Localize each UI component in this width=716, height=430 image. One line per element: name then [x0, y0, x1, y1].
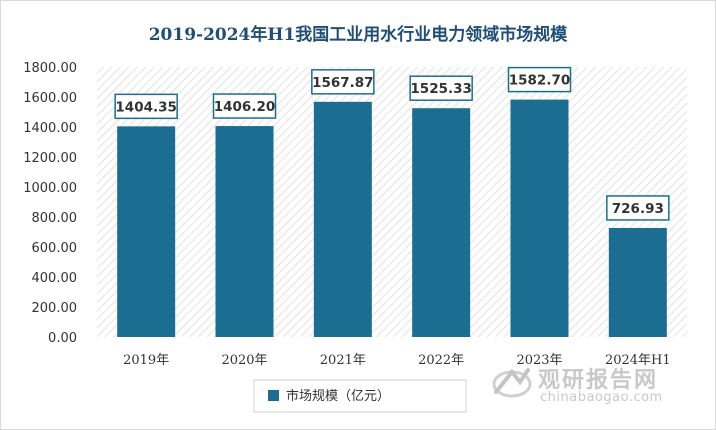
watermark-logo-icon — [492, 368, 532, 398]
x-tick-label: 2022年 — [418, 353, 464, 368]
data-label-box — [606, 195, 670, 221]
data-label: 1404.35 — [115, 99, 177, 115]
bar — [412, 108, 471, 337]
y-tick-label: 0.00 — [48, 331, 77, 346]
y-tick-label: 1800.00 — [23, 61, 77, 76]
legend: 市场规模（亿元） — [253, 379, 467, 413]
y-tick-label: 400.00 — [32, 271, 78, 286]
chart-title: 2019-2024年H1我国工业用水行业电力领域市场规模 — [149, 24, 569, 45]
y-tick-label: 600.00 — [32, 241, 78, 256]
bar — [117, 126, 176, 337]
bar — [608, 227, 667, 337]
y-tick-label: 1200.00 — [23, 151, 77, 166]
data-label-box — [409, 75, 473, 101]
y-tick-label: 1600.00 — [23, 91, 77, 106]
data-label: 1567.87 — [312, 75, 374, 91]
x-tick-label: 2020年 — [221, 353, 267, 368]
watermark-url: chinabaogao.com — [540, 390, 663, 405]
bar — [215, 126, 274, 337]
y-tick-label: 1400.00 — [23, 121, 77, 136]
data-label-box — [114, 93, 178, 120]
x-tick-label: 2023年 — [516, 353, 562, 368]
data-label-box — [212, 93, 277, 119]
legend-box — [253, 379, 467, 413]
x-tick-label: 2019年 — [123, 353, 169, 368]
data-label: 1582.70 — [509, 73, 571, 89]
legend-label: 市场规模（亿元） — [286, 388, 390, 404]
watermark-name: 观研报告网 — [538, 368, 659, 393]
watermark: 观研报告网 chinabaogao.com — [490, 360, 700, 410]
legend-swatch — [268, 390, 279, 401]
x-tick-label: 2024年H1 — [605, 353, 671, 368]
x-tick-label: 2021年 — [320, 353, 366, 368]
data-label: 1406.20 — [214, 99, 276, 115]
plot-area — [97, 67, 687, 337]
x-axis: 2019年 2020年 2021年 2022年 2023年 2024年H1 — [123, 353, 671, 368]
bar — [313, 101, 372, 337]
data-label-box — [507, 66, 572, 93]
y-tick-label: 1000.00 — [23, 181, 77, 196]
data-label: 726.93 — [612, 201, 664, 217]
bar — [510, 99, 569, 337]
y-tick-label: 800.00 — [32, 211, 78, 226]
bar-series: 1404.35 1406.20 1567.87 1525.33 1582.70 726.9… — [114, 66, 670, 337]
data-label: 1525.33 — [410, 81, 472, 97]
y-axis: 0.00 200.00 400.00 600.00 800.00 1000.00 1200.… — [23, 61, 77, 346]
data-label-box — [311, 69, 375, 95]
y-tick-label: 200.00 — [32, 301, 78, 316]
